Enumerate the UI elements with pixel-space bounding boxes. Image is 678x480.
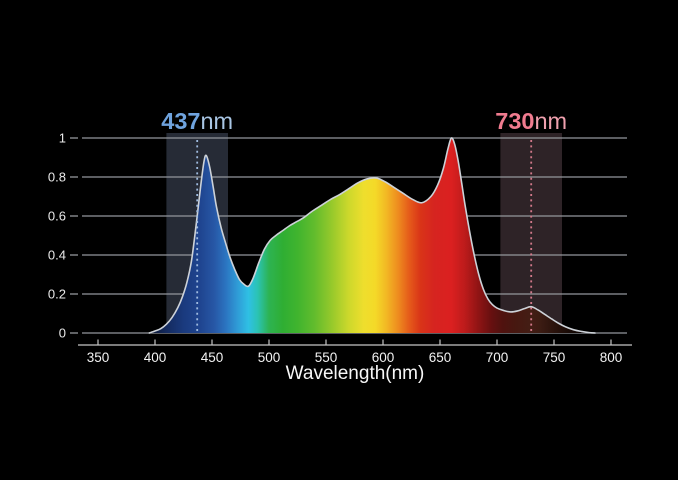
x-tick-label: 500	[258, 350, 281, 365]
y-tick-label: 0	[59, 326, 66, 341]
y-tick-label: 1	[59, 131, 66, 146]
x-tick-label: 800	[600, 350, 623, 365]
x-tick-label: 750	[543, 350, 566, 365]
x-axis-title: Wavelength(nm)	[286, 363, 425, 384]
x-tick-label: 400	[144, 350, 167, 365]
peak-label: 730nm	[495, 108, 567, 134]
peak-wavelength-number: 437	[161, 108, 200, 134]
x-tick-label: 550	[315, 350, 338, 365]
x-tick-label: 350	[87, 350, 110, 365]
peak-label: 437nm	[161, 108, 233, 134]
peak-wavelength-unit: nm	[534, 108, 567, 134]
y-tick-label: 0.2	[48, 287, 66, 302]
x-axis: 350 400 450 500 550 600 650 700 750 800	[78, 339, 632, 365]
y-tick-label: 0.6	[48, 209, 66, 224]
x-tick-label: 450	[201, 350, 224, 365]
x-tick-label: 650	[429, 350, 452, 365]
x-tick-label: 700	[486, 350, 509, 365]
peak-wavelength-number: 730	[495, 108, 534, 134]
spectrum-curve-fill	[149, 137, 596, 333]
spectrum-curve-outline	[148, 137, 596, 334]
peak-wavelength-unit: nm	[200, 108, 233, 134]
peak-labels: 437nm 730nm	[161, 108, 567, 134]
y-tick-label: 0.8	[48, 170, 66, 185]
y-tick-label: 0.4	[48, 248, 66, 263]
x-tick-label: 600	[372, 350, 395, 365]
y-axis-labels: 0 0.2 0.4 0.6 0.8 1	[48, 131, 66, 341]
